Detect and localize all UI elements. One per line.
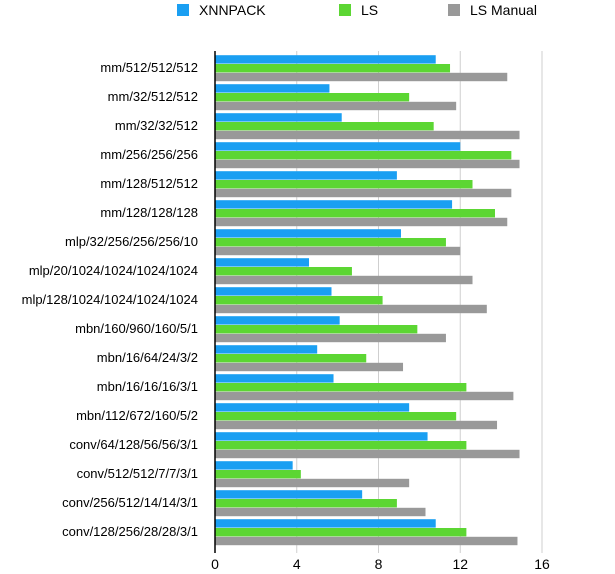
category-label: conv/256/512/14/14/3/1 (62, 495, 198, 510)
bar-xnnpack-10 (215, 345, 318, 354)
bar-xnnpack-9 (215, 316, 340, 325)
bar-ls-manual-7 (215, 275, 473, 285)
bar-ls-manual-5 (215, 217, 508, 227)
x-tick-label: 0 (211, 556, 219, 572)
bar-ls-manual-14 (215, 478, 410, 488)
bar-xnnpack-4 (215, 171, 397, 180)
bar-ls-8 (215, 296, 383, 305)
bar-xnnpack-12 (215, 403, 410, 412)
bar-xnnpack-14 (215, 461, 293, 470)
legend-label: LS (361, 2, 378, 18)
x-tick-label: 4 (293, 556, 301, 572)
bar-ls-manual-15 (215, 507, 426, 517)
bar-ls-manual-9 (215, 333, 446, 343)
bar-ls-manual-1 (215, 101, 457, 111)
category-label: mbn/112/672/160/5/2 (76, 408, 198, 423)
category-label: mm/128/128/128 (100, 205, 198, 220)
bar-ls-manual-16 (215, 536, 518, 546)
x-tick-labels: 0 4 8 12 16 (211, 556, 550, 572)
bar-ls-16 (215, 528, 467, 537)
bar-ls-manual-2 (215, 130, 520, 140)
bar-xnnpack-3 (215, 142, 461, 151)
category-labels: mm/512/512/512 mm/32/512/512 mm/32/32/512 m… (22, 60, 198, 539)
bar-ls-6 (215, 238, 446, 247)
category-label: conv/64/128/56/56/3/1 (69, 437, 198, 452)
bar-ls-manual-8 (215, 304, 487, 314)
bar-ls-14 (215, 470, 301, 479)
bar-ls-manual-4 (215, 188, 512, 198)
category-label: conv/512/512/7/7/3/1 (77, 466, 198, 481)
legend-swatch (177, 4, 189, 16)
bar-xnnpack-7 (215, 258, 310, 267)
bar-xnnpack-11 (215, 374, 334, 383)
category-label: mbn/160/960/160/5/1 (75, 321, 198, 336)
bar-ls-12 (215, 412, 457, 421)
bar-ls-3 (215, 151, 512, 160)
bar-ls-10 (215, 354, 367, 363)
bar-xnnpack-16 (215, 519, 436, 528)
bar-xnnpack-8 (215, 287, 332, 296)
bar-ls-9 (215, 325, 418, 334)
bar-xnnpack-13 (215, 432, 428, 441)
category-label: mm/512/512/512 (100, 60, 198, 75)
legend-label: LS Manual (470, 2, 537, 18)
bar-ls-5 (215, 209, 495, 218)
bar-ls-manual-12 (215, 420, 498, 430)
bar-ls-manual-11 (215, 391, 514, 401)
bar-ls-15 (215, 499, 397, 508)
category-label: mm/256/256/256 (100, 147, 198, 162)
bar-ls-manual-3 (215, 159, 520, 169)
bar-ls-manual-0 (215, 72, 508, 82)
category-label: mlp/20/1024/1024/1024/1024 (29, 263, 198, 278)
bar-ls-0 (215, 64, 451, 73)
bar-ls-4 (215, 180, 473, 189)
bar-xnnpack-5 (215, 200, 453, 209)
category-label: mlp/32/256/256/256/10 (65, 234, 198, 249)
bar-ls-11 (215, 383, 467, 392)
x-tick-label: 12 (452, 556, 468, 572)
bar-ls-13 (215, 441, 467, 450)
legend-swatch (448, 4, 460, 16)
x-tick-label: 16 (534, 556, 550, 572)
bar-ls-manual-13 (215, 449, 520, 459)
bars (215, 55, 520, 546)
category-label: mbn/16/16/16/3/1 (97, 379, 198, 394)
legend-swatch (339, 4, 351, 16)
bar-xnnpack-2 (215, 113, 342, 122)
category-label: conv/128/256/28/28/3/1 (62, 524, 198, 539)
bar-xnnpack-0 (215, 55, 436, 64)
legend: XNNPACK LS LS Manual (177, 2, 537, 18)
bar-xnnpack-15 (215, 490, 363, 499)
x-tick-label: 8 (375, 556, 383, 572)
category-label: mm/32/32/512 (115, 118, 198, 133)
category-label: mm/32/512/512 (108, 89, 198, 104)
bar-ls-manual-10 (215, 362, 404, 372)
legend-label: XNNPACK (199, 2, 266, 18)
bar-ls-1 (215, 93, 410, 102)
category-label: mbn/16/64/24/3/2 (97, 350, 198, 365)
bar-xnnpack-1 (215, 84, 330, 93)
category-label: mm/128/512/512 (100, 176, 198, 191)
category-label: mlp/128/1024/1024/1024/1024 (22, 292, 198, 307)
bar-xnnpack-6 (215, 229, 401, 238)
bar-ls-2 (215, 122, 434, 131)
bar-ls-manual-6 (215, 246, 461, 256)
bar-ls-7 (215, 267, 352, 276)
